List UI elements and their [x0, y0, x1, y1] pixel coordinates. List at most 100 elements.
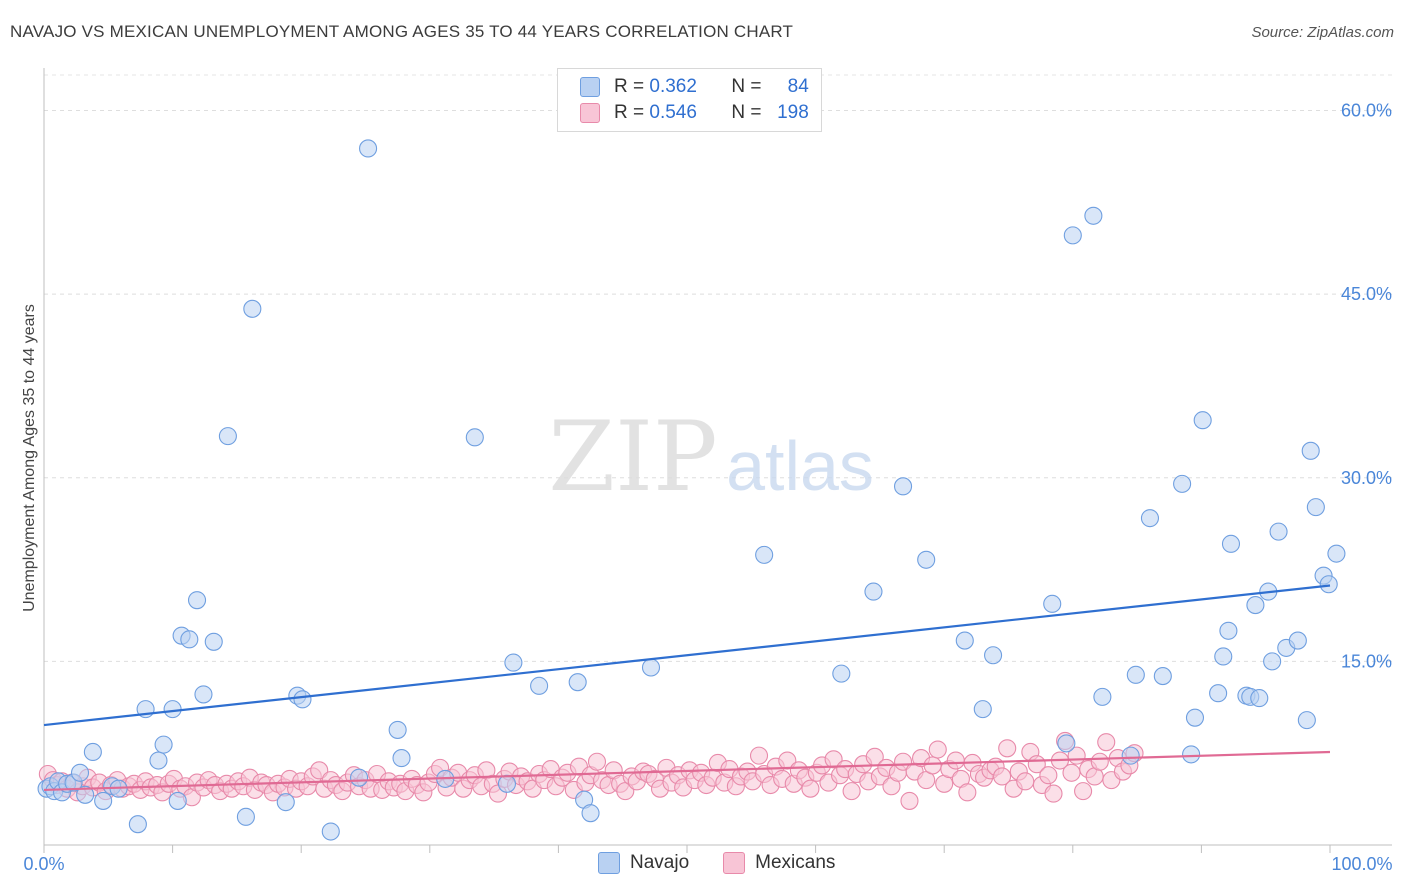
navajo-point	[1288, 631, 1307, 650]
watermark-atlas: atlas	[726, 427, 874, 505]
mexicans-point	[1062, 763, 1081, 782]
navajo-point	[568, 673, 587, 692]
navajo-point	[168, 791, 187, 810]
navajo-point	[465, 428, 484, 447]
mexicans-point	[893, 752, 913, 771]
legend-row-navajo: R = 0.362 N = 84	[580, 75, 809, 99]
navajo-point	[388, 720, 407, 739]
navajo-point	[163, 700, 182, 719]
navajo-point	[321, 822, 340, 841]
navajo-point	[293, 690, 312, 709]
navajo-point	[1126, 665, 1145, 684]
mexicans-point	[749, 746, 769, 765]
navajo-point	[1319, 575, 1338, 594]
navajo-point	[755, 545, 774, 564]
mexicans-point	[842, 782, 861, 801]
legend-n-value: 198	[777, 102, 809, 123]
navajo-point	[392, 749, 411, 768]
legend-n-label: N =	[731, 102, 762, 123]
mexicans-point	[1097, 733, 1116, 752]
mexicans-point	[900, 791, 919, 810]
chart-title: NAVAJO VS MEXICAN UNEMPLOYMENT AMONG AGE…	[10, 22, 794, 41]
watermark-zip: ZIP	[548, 401, 717, 513]
series-swatch-mexicans	[723, 852, 746, 874]
y-tick-label: 60.0%	[1341, 101, 1392, 121]
mexicans-point	[801, 779, 820, 798]
legend-swatch-mexicans	[580, 103, 600, 123]
navajo-point	[1193, 411, 1212, 430]
navajo-trend-line	[43, 584, 1331, 727]
navajo-point	[1250, 689, 1269, 708]
navajo-point	[1209, 684, 1228, 703]
navajo-point	[243, 299, 262, 318]
navajo-point	[1057, 734, 1076, 753]
mexicans-point	[310, 761, 329, 780]
navajo-point	[1084, 206, 1103, 225]
mexicans-point	[587, 752, 607, 771]
navajo-point	[832, 664, 851, 683]
navajo-point	[984, 646, 1003, 665]
navajo-point	[194, 685, 213, 704]
navajo-point	[83, 742, 102, 762]
navajo-point	[641, 658, 661, 677]
legend-row-mexicans: R = 0.546 N = 198	[580, 101, 809, 125]
navajo-point	[1214, 647, 1233, 666]
y-tick-label: 15.0%	[1341, 651, 1392, 671]
navajo-point	[180, 630, 199, 649]
series-legend: Navajo Mexicans	[598, 852, 869, 874]
x-tick-label: 0.0%	[23, 854, 64, 874]
navajo-point	[154, 735, 173, 754]
mexicans-point	[1090, 752, 1109, 771]
navajo-point	[1121, 746, 1140, 765]
mexicans-point	[1039, 766, 1058, 785]
navajo-point	[1269, 522, 1288, 541]
navajo-point	[1173, 474, 1192, 493]
navajo-point	[1301, 441, 1320, 460]
series-legend-navajo: Navajo	[598, 852, 689, 874]
series-swatch-navajo	[598, 852, 620, 874]
legend-r-value: 0.546	[649, 102, 697, 123]
navajo-point	[864, 582, 883, 601]
mexicans-point	[946, 751, 965, 770]
legend-n-value: 84	[787, 76, 809, 97]
navajo-point	[581, 804, 600, 823]
mexicans-point	[958, 783, 977, 802]
navajo-point	[1221, 534, 1241, 553]
navajo-point	[276, 793, 295, 812]
legend-r-value: 0.362	[649, 76, 697, 97]
mexicans-point	[824, 750, 843, 769]
mexicans-point	[1044, 784, 1063, 803]
series-legend-mexicans: Mexicans	[723, 852, 835, 874]
mexicans-trend-line	[43, 750, 1331, 792]
navajo-point	[76, 785, 95, 804]
navajo-point	[1327, 544, 1346, 563]
legend-r-label: R =	[614, 102, 645, 123]
navajo-point	[497, 774, 517, 793]
navajo-point	[1043, 594, 1062, 613]
navajo-point	[350, 768, 369, 787]
navajo-point	[70, 763, 90, 782]
navajo-point	[204, 632, 223, 651]
legend-r-label: R =	[614, 76, 645, 97]
navajo-point	[187, 591, 207, 610]
x-tick-label: 100.0%	[1331, 854, 1392, 874]
navajo-point	[94, 791, 113, 810]
navajo-point	[1219, 621, 1238, 640]
navajo-point	[530, 676, 549, 695]
series-label-mexicans: Mexicans	[755, 852, 836, 873]
mexicans-point	[1016, 772, 1035, 791]
mexicans-point	[928, 740, 947, 759]
navajo-point	[218, 427, 237, 446]
navajo-point	[128, 815, 147, 834]
navajo-point	[1263, 652, 1282, 671]
navajo-point	[504, 653, 523, 672]
navajo-point	[917, 550, 936, 569]
mexicans-point	[923, 756, 942, 775]
navajo-point	[359, 139, 378, 158]
y-tick-label: 30.0%	[1341, 468, 1392, 488]
navajo-point	[1063, 226, 1082, 245]
navajo-point	[1297, 711, 1316, 730]
navajo-point	[1185, 708, 1205, 727]
navajo-point	[149, 751, 168, 770]
